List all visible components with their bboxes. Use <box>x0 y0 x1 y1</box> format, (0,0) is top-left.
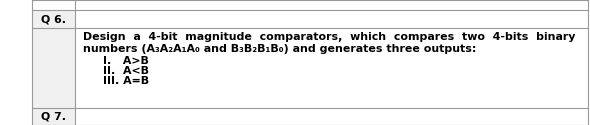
Text: III. A=B: III. A=B <box>103 76 149 86</box>
Text: I.   A>B: I. A>B <box>103 56 149 66</box>
Text: numbers (A₃A₂A₁A₀ and B₃B₂B₁B₀) and generates three outputs:: numbers (A₃A₂A₁A₀ and B₃B₂B₁B₀) and gene… <box>83 44 476 54</box>
Text: Q 6.: Q 6. <box>41 14 66 24</box>
Bar <box>32 10 75 28</box>
Bar <box>32 108 75 125</box>
Text: Q 7.: Q 7. <box>41 112 66 122</box>
Text: Design  a  4-bit  magnitude  comparators,  which  compares  two  4-bits  binary: Design a 4-bit magnitude comparators, wh… <box>83 32 575 42</box>
Text: II.  A<B: II. A<B <box>103 66 149 76</box>
Bar <box>32 28 75 108</box>
